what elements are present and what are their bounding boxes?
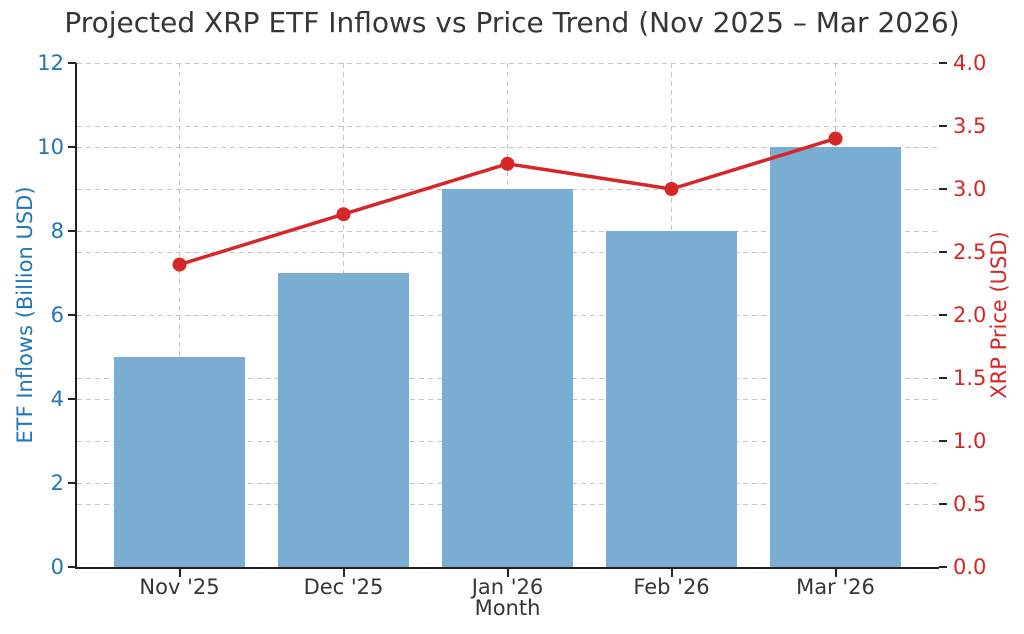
bar-Feb '26 — [605, 231, 738, 567]
y-axis-right-tick-label: 4.0 — [953, 51, 987, 75]
bar-Nov '25 — [113, 357, 246, 567]
y-axis-right-tick — [939, 377, 947, 379]
y-axis-left-spine — [75, 63, 77, 569]
price-marker-Dec '25 — [336, 207, 351, 222]
y-axis-right-tick-label: 0.0 — [953, 555, 987, 579]
x-axis-tick-label: Nov '25 — [139, 575, 220, 599]
y-axis-left-tick-label: 4 — [50, 387, 64, 411]
y-axis-right-tick-label: 3.0 — [953, 177, 987, 201]
y-axis-right-tick — [939, 251, 947, 253]
y-axis-left-tick — [68, 62, 76, 64]
y-axis-left-tick-label: 0 — [50, 555, 64, 579]
x-axis-tick — [342, 569, 345, 577]
bars-layer — [77, 63, 938, 567]
x-axis-tick — [506, 569, 509, 577]
x-axis-tick-label: Jan '26 — [471, 575, 544, 599]
line-layer — [172, 131, 843, 272]
x-axis-tick — [178, 569, 181, 577]
y-axis-right-tick — [939, 566, 947, 568]
y-axis-left-tick — [68, 146, 76, 148]
y-axis-label-left: ETF Inflows (Billion USD) — [13, 186, 37, 444]
x-axis-tick — [834, 569, 837, 577]
y-axis-left-tick-label: 2 — [50, 471, 64, 495]
y-axis-right-tick — [939, 125, 947, 127]
y-axis-left-tick — [68, 398, 76, 400]
y-axis-left-tick-label: 6 — [50, 303, 64, 327]
y-axis-right-tick — [939, 62, 947, 64]
y-axis-right-tick-label: 1.0 — [953, 429, 987, 453]
y-axis-left-tick-label: 10 — [37, 135, 64, 159]
y-axis-left-tick — [68, 314, 76, 316]
y-axis-left-tick — [68, 482, 76, 484]
grid-line-vertical — [179, 63, 180, 567]
y-axis-left-tick — [68, 566, 76, 568]
bar-Mar '26 — [769, 147, 902, 567]
price-marker-Nov '25 — [172, 257, 187, 272]
y-axis-label-right: XRP Price (USD) — [987, 231, 1011, 399]
y-axis-left-tick-label: 8 — [50, 219, 64, 243]
y-axis-right-tick — [939, 503, 947, 505]
x-axis-tick-label: Dec '25 — [303, 575, 384, 599]
x-axis-tick-label: Mar '26 — [796, 575, 875, 599]
y-axis-right-tick — [939, 440, 947, 442]
y-axis-right-tick-label: 1.5 — [953, 366, 987, 390]
x-axis-label: Month — [474, 596, 541, 620]
price-marker-Feb '26 — [664, 182, 679, 196]
y-axis-right-tick-label: 2.5 — [953, 240, 987, 264]
x-axis-bottom-spine — [75, 567, 939, 569]
y-axis-right-tick-label: 3.5 — [953, 114, 987, 138]
y-axis-right-tick — [939, 188, 947, 190]
plot-area — [77, 62, 938, 567]
x-axis-tick-label: Feb '26 — [633, 575, 710, 599]
price-marker-Mar '26 — [828, 131, 843, 146]
y-axis-right-tick — [939, 314, 947, 316]
chart-title: Projected XRP ETF Inflows vs Price Trend… — [64, 6, 960, 39]
bar-Dec '25 — [277, 273, 410, 567]
y-axis-left-tick — [68, 230, 76, 232]
y-axis-right-tick-label: 2.0 — [953, 303, 987, 327]
bar-Jan '26 — [441, 189, 574, 567]
y-axis-right-tick-label: 0.5 — [953, 492, 987, 516]
y-axis-left-tick-label: 12 — [37, 51, 64, 75]
x-axis-tick — [670, 569, 673, 577]
price-marker-Jan '26 — [500, 156, 515, 171]
